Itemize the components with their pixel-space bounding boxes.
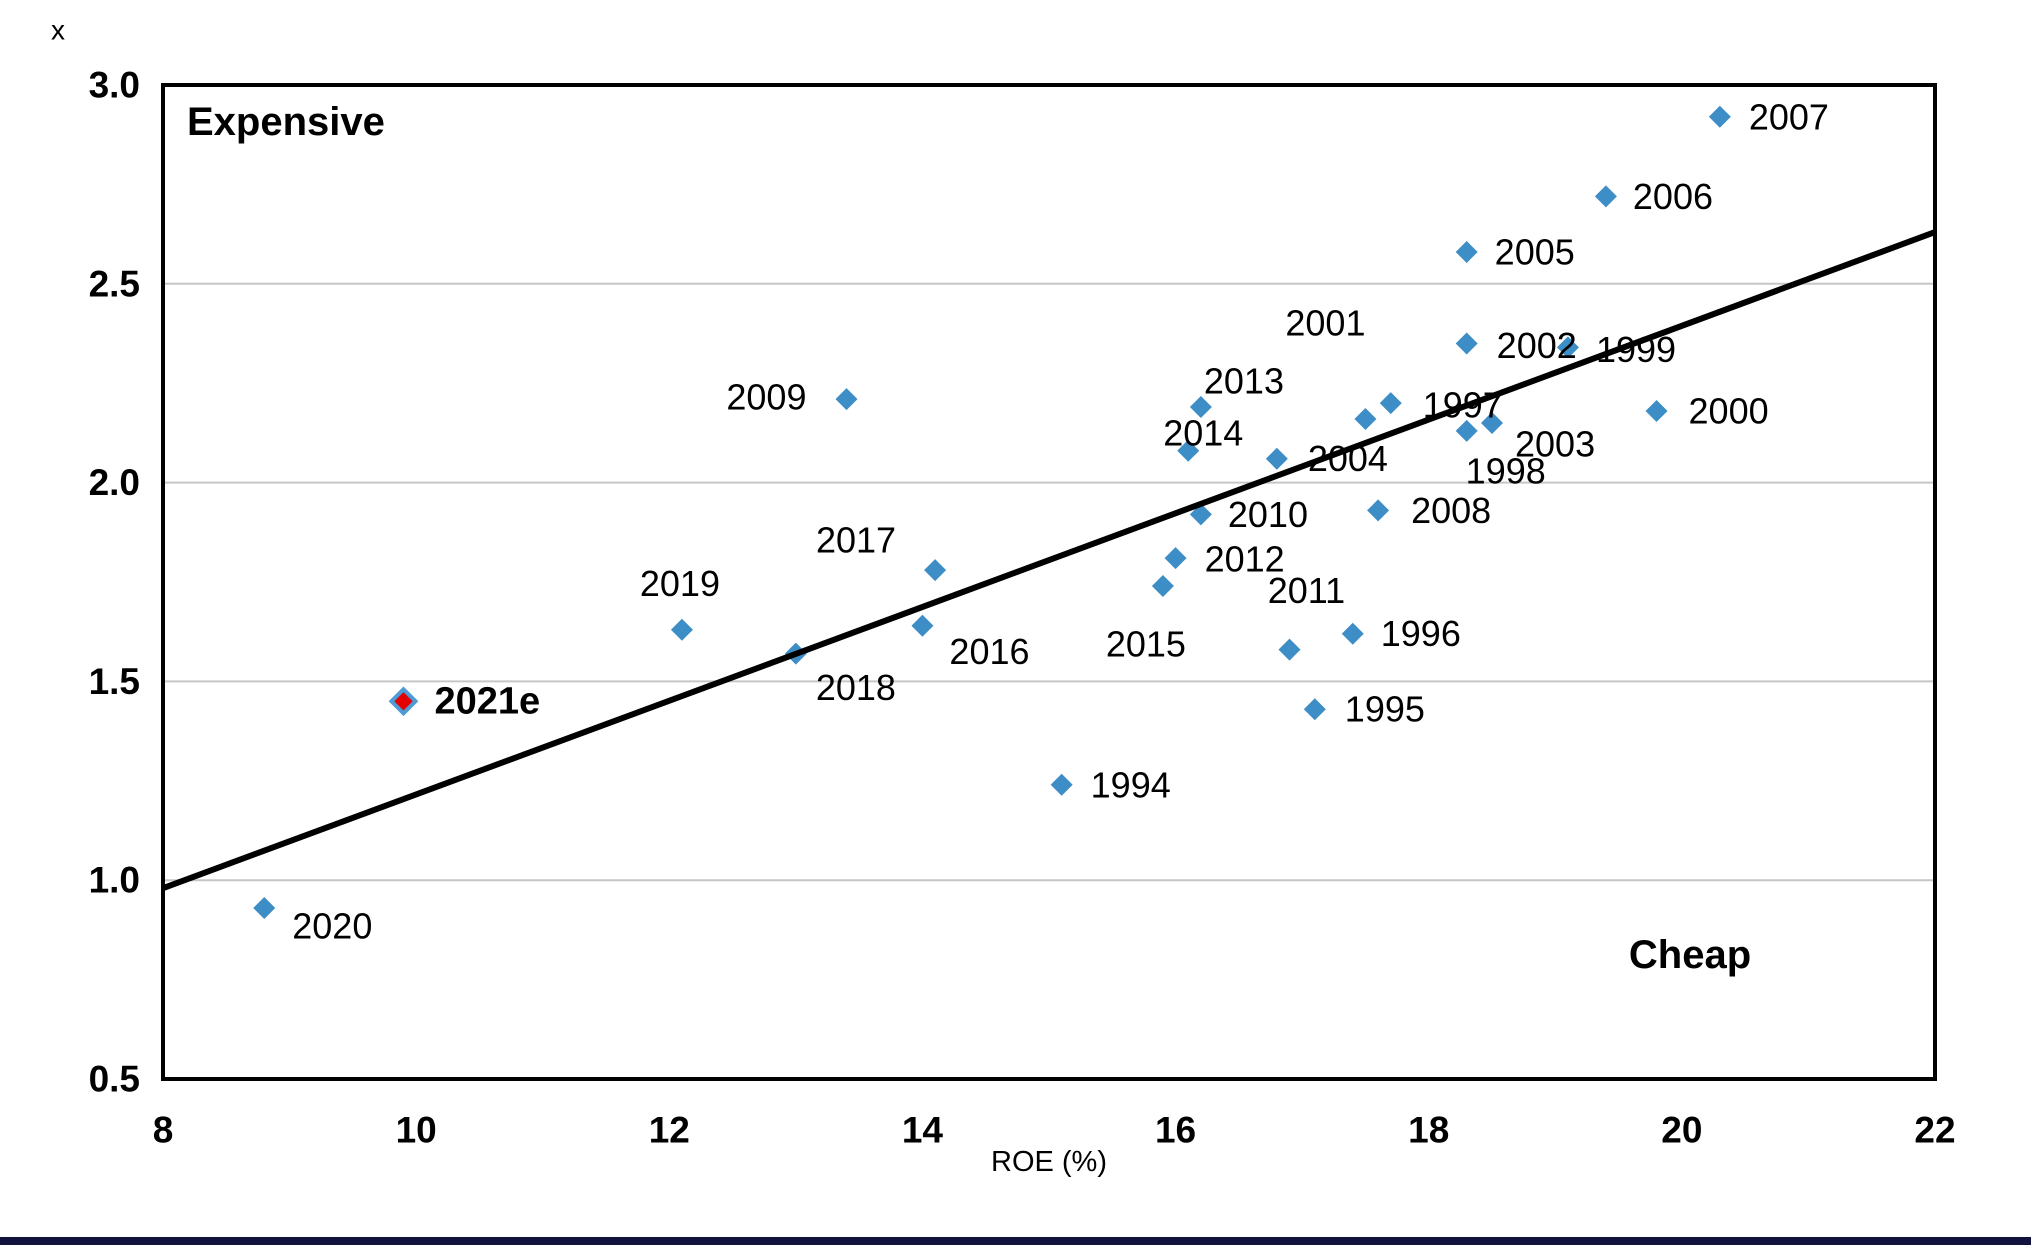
data-point-2014 — [1177, 439, 1200, 462]
data-point-label-2018: 2018 — [816, 667, 896, 708]
data-point-2003 — [1481, 411, 1503, 434]
data-point-label-1996: 1996 — [1381, 613, 1461, 654]
data-point-label-2021e: 2021e — [434, 680, 540, 722]
trendline — [161, 229, 1937, 891]
data-point-1995 — [1303, 698, 1326, 721]
data-point-2010 — [1189, 503, 1212, 526]
data-point-label-2010: 2010 — [1228, 494, 1308, 535]
y-tick-2.0: 2.0 — [89, 462, 140, 503]
data-point-2015 — [1151, 574, 1174, 597]
data-point-label-2009: 2009 — [726, 377, 806, 418]
data-point-2000 — [1645, 400, 1668, 423]
data-point-label-2016: 2016 — [949, 631, 1029, 672]
data-point-2001 — [1354, 407, 1377, 430]
data-point-label-2014: 2014 — [1163, 412, 1243, 453]
y-tick-1.0: 1.0 — [89, 860, 140, 901]
data-point-label-1998: 1998 — [1466, 450, 1546, 491]
data-point-2004 — [1265, 447, 1288, 470]
trendline-layer — [161, 229, 1937, 891]
x-tick-18: 18 — [1408, 1110, 1449, 1151]
data-point-label-2003: 2003 — [1515, 423, 1595, 464]
data-points — [253, 105, 1731, 920]
data-point-2006 — [1594, 185, 1617, 208]
data-point-2008 — [1367, 499, 1390, 522]
data-point-1999 — [1556, 336, 1579, 359]
bottom-border-bar — [0, 1237, 2031, 1245]
expensive-annotation: Expensive — [187, 100, 385, 144]
data-point-label-2019: 2019 — [640, 563, 720, 604]
data-point-2005 — [1455, 240, 1478, 263]
data-point-label-2020: 2020 — [292, 906, 372, 947]
gridlines — [163, 282, 1935, 882]
data-point-label-2008: 2008 — [1411, 490, 1491, 531]
data-point-label-2013: 2013 — [1204, 361, 1284, 402]
x-tick-12: 12 — [649, 1110, 690, 1151]
y-axis-unit-label: x — [51, 15, 65, 46]
y-tick-1.5: 1.5 — [89, 661, 140, 702]
data-point-label-2001: 2001 — [1285, 302, 1365, 343]
data-point-2012 — [1164, 547, 1187, 570]
x-tick-8: 8 — [153, 1110, 174, 1151]
y-tick-3.0: 3.0 — [89, 65, 140, 106]
data-point-labels: 1994 1995 1996 1997 1998 1999 2000 2001 2002 2003… — [292, 96, 1829, 946]
x-tick-22: 22 — [1914, 1110, 1955, 1151]
data-point-label-2007: 2007 — [1749, 96, 1829, 137]
data-point-label-1994: 1994 — [1091, 764, 1171, 805]
axis-ticks: 8 10 12 14 16 18 20 22 3.0 2.5 2.0 1.5 1.0 0.5 — [89, 65, 1956, 1151]
x-tick-14: 14 — [902, 1110, 944, 1151]
y-tick-0.5: 0.5 — [89, 1059, 140, 1100]
data-point-2007 — [1708, 105, 1731, 128]
x-tick-20: 20 — [1661, 1110, 1702, 1151]
data-point-label-2000: 2000 — [1689, 391, 1769, 432]
y-tick-2.5: 2.5 — [89, 263, 140, 304]
data-point-label-1999: 1999 — [1596, 329, 1676, 370]
x-tick-16: 16 — [1155, 1110, 1196, 1151]
data-point-label-2005: 2005 — [1495, 231, 1575, 272]
data-point-label-2015: 2015 — [1106, 623, 1186, 664]
data-point-label-2011: 2011 — [1268, 570, 1345, 611]
data-point-2021e — [388, 686, 419, 717]
data-point-2020 — [253, 897, 276, 920]
data-point-label-2012: 2012 — [1205, 539, 1285, 580]
data-point-1997 — [1379, 392, 1402, 415]
data-point-2017 — [924, 559, 947, 582]
data-point-2002 — [1455, 332, 1478, 355]
data-point-label-2002: 2002 — [1497, 325, 1577, 366]
x-axis-title: ROE (%) — [991, 1146, 1107, 1178]
data-point-1998 — [1455, 419, 1478, 442]
data-point-1994 — [1050, 773, 1073, 796]
data-point-2016 — [911, 614, 934, 637]
data-point-2011 — [1278, 638, 1301, 661]
data-point-label-1997: 1997 — [1423, 385, 1503, 426]
data-point-2013 — [1189, 396, 1212, 419]
data-point-1996 — [1341, 622, 1364, 645]
plot-frame — [161, 83, 1937, 1081]
cheap-annotation: Cheap — [1629, 933, 1751, 977]
data-point-label-2006: 2006 — [1633, 176, 1713, 217]
data-point-2009 — [835, 388, 858, 411]
data-point-label-2004: 2004 — [1308, 438, 1388, 479]
data-point-label-1995: 1995 — [1345, 689, 1425, 730]
x-tick-10: 10 — [396, 1110, 437, 1151]
data-point-2019 — [670, 618, 693, 641]
data-point-label-2017: 2017 — [816, 520, 896, 561]
